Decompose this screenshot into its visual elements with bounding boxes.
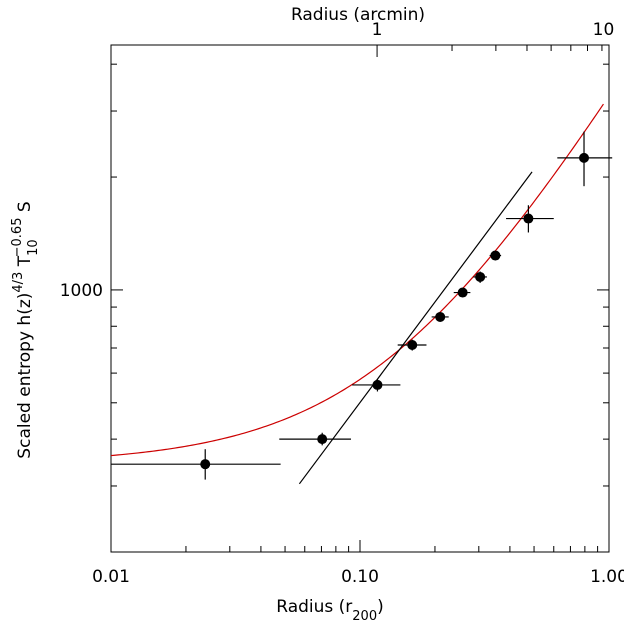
plot-frame bbox=[110, 44, 610, 553]
data-points bbox=[111, 131, 613, 480]
top-x-axis-title: Radius (arcmin) bbox=[291, 5, 425, 25]
data-point bbox=[407, 340, 418, 351]
y-axis-title: Scaled entropy h(z)4/3 T10−0.65 S bbox=[10, 201, 41, 458]
data-point bbox=[372, 379, 383, 390]
red-model-curve bbox=[110, 103, 604, 457]
data-point bbox=[200, 459, 211, 470]
data-point bbox=[317, 434, 328, 445]
y-axis-ticks bbox=[111, 63, 609, 553]
x-tick-label: 0.01 bbox=[92, 567, 130, 587]
black-powerlaw-line bbox=[298, 171, 533, 485]
top-tick-label: 10 bbox=[593, 20, 615, 40]
data-point bbox=[523, 213, 534, 224]
data-point bbox=[475, 271, 486, 282]
top-x-axis-ticks bbox=[376, 45, 603, 57]
y-tick-label: 1000 bbox=[60, 281, 103, 301]
data-point bbox=[579, 152, 590, 163]
bottom-x-axis-ticks bbox=[110, 540, 610, 552]
x-tick-label: 1.00 bbox=[590, 567, 624, 587]
x-axis-title: Radius (r200) bbox=[276, 597, 384, 624]
data-point bbox=[435, 311, 446, 322]
data-point bbox=[490, 250, 501, 261]
x-tick-label: 0.10 bbox=[341, 567, 379, 587]
tick-labels: 0.01 0.10 1.00 1 10 1000 bbox=[60, 20, 624, 587]
top-tick-label: 1 bbox=[372, 20, 383, 40]
data-point bbox=[457, 287, 468, 298]
